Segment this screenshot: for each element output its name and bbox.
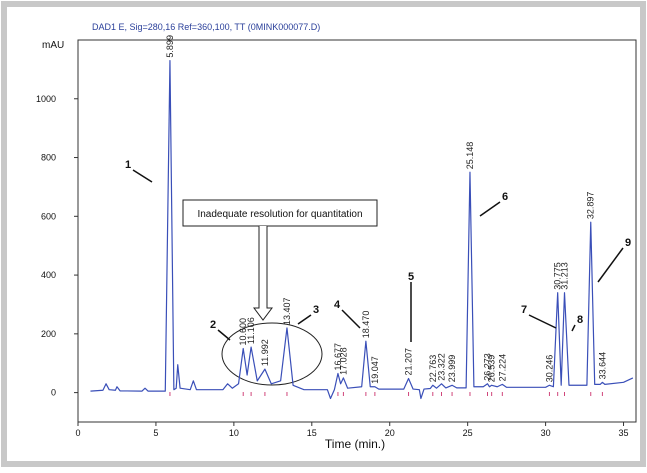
y-tick-label: 600 (41, 211, 56, 221)
callout-line (571, 324, 576, 332)
callout-line (217, 329, 231, 341)
peak-label: 31.213 (560, 262, 570, 290)
peak-label: 21.207 (404, 348, 414, 376)
x-tick-label: 10 (229, 428, 239, 438)
x-tick-label: 20 (385, 428, 395, 438)
x-tick-label: 5 (153, 428, 158, 438)
y-tick-label: 1000 (36, 94, 56, 104)
callout-line (528, 314, 557, 329)
annotation-text: Inadequate resolution for quantitation (197, 209, 362, 220)
peak-label: 23.999 (447, 355, 457, 383)
peak-label: 27.224 (497, 354, 507, 382)
peak-label: 26.273 (483, 353, 493, 381)
x-tick-label: 15 (307, 428, 317, 438)
callout-line (341, 309, 361, 329)
callout-line (597, 247, 624, 283)
peak-label: 25.148 (465, 142, 475, 170)
peak-label: 13.407 (282, 297, 292, 325)
peak-label: 33.644 (597, 352, 607, 380)
peak-label: 26.539 (487, 355, 497, 383)
callout-line (132, 169, 153, 183)
chart-title: DAD1 E, Sig=280,16 Ref=360,100, TT (0MIN… (92, 22, 320, 32)
callout-number: 3 (313, 304, 319, 316)
peak-label: 11.992 (260, 339, 270, 366)
trace (90, 59, 634, 400)
peak-label: 30.775 (553, 262, 563, 290)
x-tick-label: 0 (75, 428, 80, 438)
annotation-box (182, 199, 378, 227)
x-tick-label: 35 (619, 428, 629, 438)
callout-number: 1 (125, 159, 131, 171)
y-tick-label: 400 (41, 270, 56, 280)
peak-label: 32.897 (586, 192, 596, 220)
peak-label: 10.600 (238, 318, 248, 346)
callout-number: 4 (334, 299, 341, 311)
peak-label: 23.322 (437, 353, 447, 381)
callout-number: 6 (502, 191, 508, 203)
peak-label: 11.106 (246, 317, 256, 344)
annotation-arrow (253, 226, 273, 321)
callout-line (297, 314, 312, 325)
peak-label: 16.677 (333, 343, 343, 371)
peak-label: 19.047 (370, 356, 380, 384)
callout-number: 9 (625, 237, 631, 249)
x-tick-label: 30 (541, 428, 551, 438)
callout-number: 8 (577, 314, 583, 326)
peak-label: 30.246 (544, 355, 554, 383)
y-tick-label: 800 (41, 153, 56, 163)
peak-label: 5.899 (165, 35, 175, 58)
x-tick-label: 25 (463, 428, 473, 438)
callout-number: 2 (210, 319, 216, 331)
y-axis-label: mAU (42, 40, 64, 51)
callout-line (479, 201, 501, 217)
peak-label: 22.763 (428, 355, 438, 383)
callout-number: 5 (408, 271, 414, 283)
y-tick-label: 200 (41, 329, 56, 339)
y-tick-label: 0 (51, 388, 56, 398)
annotation-ellipse (221, 322, 323, 386)
peak-label: 18.470 (361, 311, 371, 339)
callout-number: 7 (521, 304, 527, 316)
peak-label: 17.028 (338, 347, 348, 375)
x-axis-label: Time (min.) (325, 437, 385, 451)
